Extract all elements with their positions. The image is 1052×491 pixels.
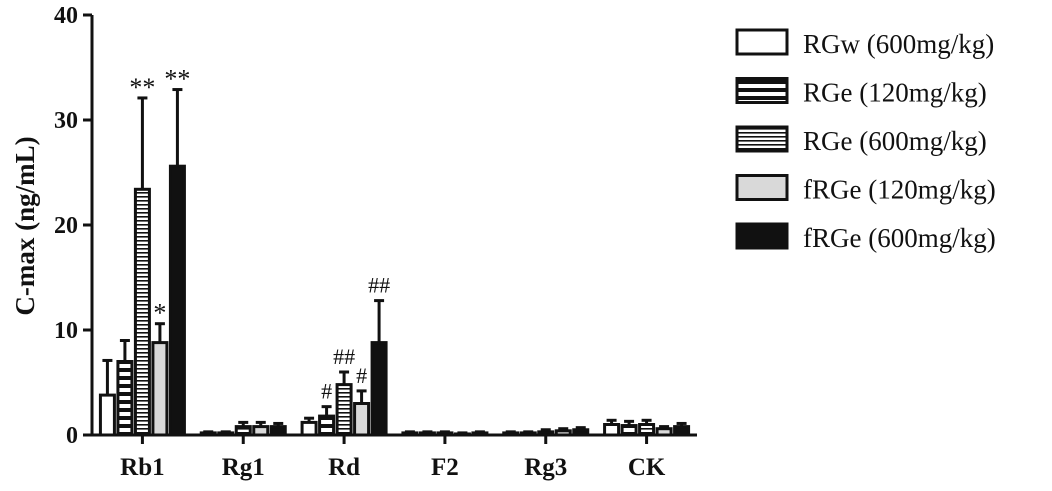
bar <box>572 428 590 437</box>
bar <box>655 427 673 437</box>
bar <box>370 341 388 437</box>
bars <box>98 88 691 437</box>
legend: RGw (600mg/kg) RGe (120mg/kg) RGe (600mg/k… <box>735 28 996 253</box>
y-tick-label: 30 <box>54 108 78 134</box>
legend-label: fRGe (600mg/kg) <box>803 223 996 253</box>
y-tick-label: 40 <box>54 3 78 29</box>
legend-label: RGw (600mg/kg) <box>803 29 994 59</box>
significance-mark: # <box>321 379 332 404</box>
significance-mark: ## <box>368 273 390 298</box>
bar <box>620 424 638 437</box>
x-tick-label: Rg3 <box>524 454 567 481</box>
x-tick-label: F2 <box>431 454 459 481</box>
y-tick-label: 20 <box>54 213 78 239</box>
bar <box>638 423 656 437</box>
legend-swatch <box>735 28 789 56</box>
bar <box>554 429 572 437</box>
significance-mark: ** <box>129 73 155 102</box>
bar <box>603 423 621 437</box>
legend-label: RGe (600mg/kg) <box>803 126 987 156</box>
bar <box>151 341 169 437</box>
legend-swatch <box>735 125 789 153</box>
axes: 0 10 20 30 40 Rb1 Rg1 Rd F2 Rg3 CK <box>54 3 697 481</box>
bar <box>353 402 371 437</box>
bar <box>300 420 318 437</box>
bar <box>133 187 151 437</box>
bar <box>252 425 270 437</box>
significance-mark: ## <box>333 344 355 369</box>
legend-swatch <box>735 174 789 201</box>
bar <box>168 164 186 437</box>
y-axis-label: C-max (ng/mL) <box>10 136 40 315</box>
bar <box>673 425 691 437</box>
x-tick-label: Rb1 <box>120 454 164 481</box>
bar <box>98 393 116 437</box>
legend-label: fRGe (120mg/kg) <box>803 175 996 205</box>
y-tick-label: 0 <box>66 423 78 449</box>
significance-mark: * <box>153 299 166 328</box>
x-tick-label: Rg1 <box>222 454 265 481</box>
bar <box>234 425 252 437</box>
significance-mark: # <box>356 363 367 388</box>
legend-swatch <box>735 222 789 250</box>
significance-mark: ** <box>164 65 190 94</box>
legend-swatch <box>735 77 789 104</box>
bar <box>537 430 555 437</box>
x-tick-label: Rd <box>328 454 360 481</box>
y-tick-label: 10 <box>54 318 78 344</box>
significance-annotations: *****###### <box>129 65 390 404</box>
bar <box>335 383 353 437</box>
bar <box>116 360 134 437</box>
bar <box>318 414 336 437</box>
legend-label: RGe (120mg/kg) <box>803 78 987 108</box>
bar <box>269 425 287 437</box>
x-tick-label: CK <box>628 454 666 481</box>
